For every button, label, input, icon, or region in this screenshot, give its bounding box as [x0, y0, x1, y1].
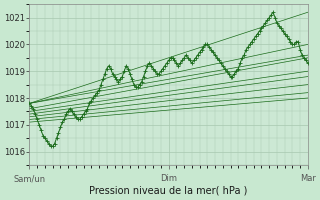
X-axis label: Pression niveau de la mer( hPa ): Pression niveau de la mer( hPa ): [90, 186, 248, 196]
